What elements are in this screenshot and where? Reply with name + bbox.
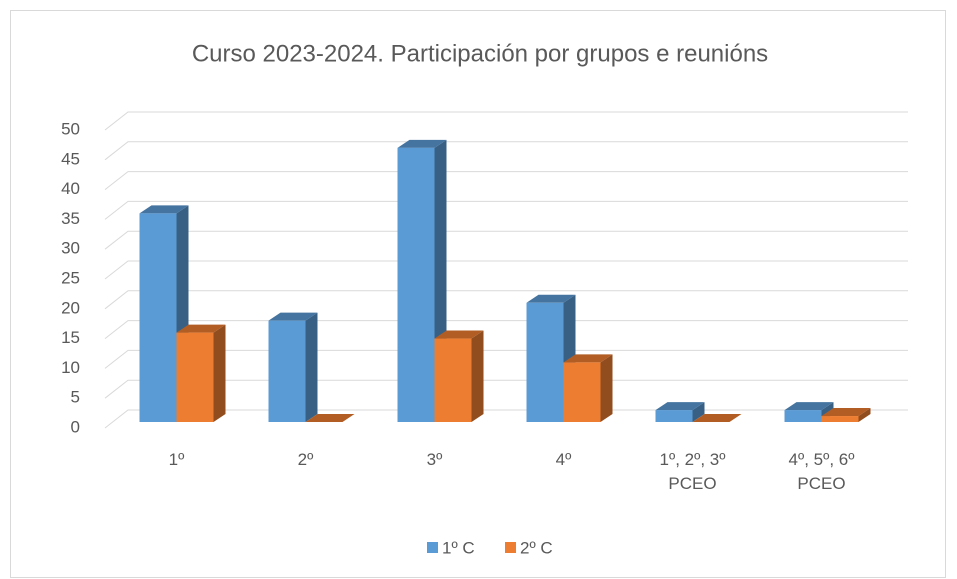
legend-label: 2º C xyxy=(520,538,553,557)
legend-swatch xyxy=(427,542,438,553)
x-tick-label: 4º xyxy=(555,450,572,469)
bar xyxy=(305,414,355,422)
bar-top xyxy=(563,354,613,363)
bar-front xyxy=(821,416,859,422)
legend-swatch xyxy=(505,542,516,553)
x-tick-label: 3º xyxy=(426,450,443,469)
y-tick-label: 45 xyxy=(61,149,80,168)
bar xyxy=(692,414,742,422)
y-tick-label: 20 xyxy=(61,298,80,317)
bar-top xyxy=(139,205,189,214)
grid-line xyxy=(104,141,908,161)
grid-line xyxy=(104,171,908,190)
bar-front xyxy=(655,410,693,422)
y-tick-label: 35 xyxy=(61,209,80,228)
grid-line xyxy=(104,349,908,369)
bar-top xyxy=(655,402,705,411)
bar-front xyxy=(563,362,601,422)
bar-front xyxy=(526,302,564,422)
bar xyxy=(821,408,871,422)
bar-top xyxy=(784,402,834,411)
grid-line xyxy=(104,290,908,310)
grid-line xyxy=(104,200,908,220)
bar xyxy=(139,205,189,422)
bar-front xyxy=(268,320,306,422)
legend-label: 1º C xyxy=(442,538,475,557)
bar-side xyxy=(213,324,226,422)
y-tick-label: 15 xyxy=(61,328,80,347)
bar-top xyxy=(176,324,226,333)
x-tick-label: 4º, 5º, 6º PCEO xyxy=(788,450,855,493)
grid-line xyxy=(104,320,908,339)
bar xyxy=(268,312,318,422)
grid-line xyxy=(104,111,908,131)
y-tick-label: 0 xyxy=(71,417,80,436)
bar-front xyxy=(397,147,435,422)
bar-front xyxy=(139,213,177,422)
grid-line xyxy=(104,379,908,399)
x-tick-label: 1º xyxy=(168,450,185,469)
bar-top xyxy=(397,139,447,148)
y-tick-label: 5 xyxy=(71,388,80,407)
bar xyxy=(655,402,705,422)
grid-line xyxy=(104,230,908,250)
bar xyxy=(176,324,226,422)
bar-side xyxy=(600,354,613,422)
bar-side xyxy=(692,402,705,422)
y-tick-label: 40 xyxy=(61,179,80,198)
bar-side xyxy=(305,312,318,422)
bar-top xyxy=(434,330,484,339)
y-tick-label: 25 xyxy=(61,268,80,287)
y-tick-label: 30 xyxy=(61,239,80,258)
y-tick-label: 10 xyxy=(61,358,80,377)
grid-line xyxy=(104,409,908,429)
bar-top xyxy=(305,414,355,422)
bar xyxy=(434,330,484,422)
bar-top xyxy=(526,294,576,303)
x-tick-label: 1º, 2º, 3º PCEO xyxy=(659,450,726,493)
bar xyxy=(563,354,613,422)
bar-top xyxy=(268,312,318,321)
bar-front xyxy=(434,338,472,422)
bar-top xyxy=(692,414,742,422)
bar-top xyxy=(821,408,871,417)
bar-side xyxy=(471,330,484,422)
bar-front xyxy=(784,410,822,422)
bar-front xyxy=(176,332,214,422)
x-tick-label: 2º xyxy=(297,450,314,469)
y-tick-label: 50 xyxy=(61,119,80,138)
bar xyxy=(526,294,576,422)
grid-line xyxy=(104,260,908,280)
chart-title: Curso 2023-2024. Participación por grupo… xyxy=(192,40,768,67)
bar-side xyxy=(858,408,871,422)
